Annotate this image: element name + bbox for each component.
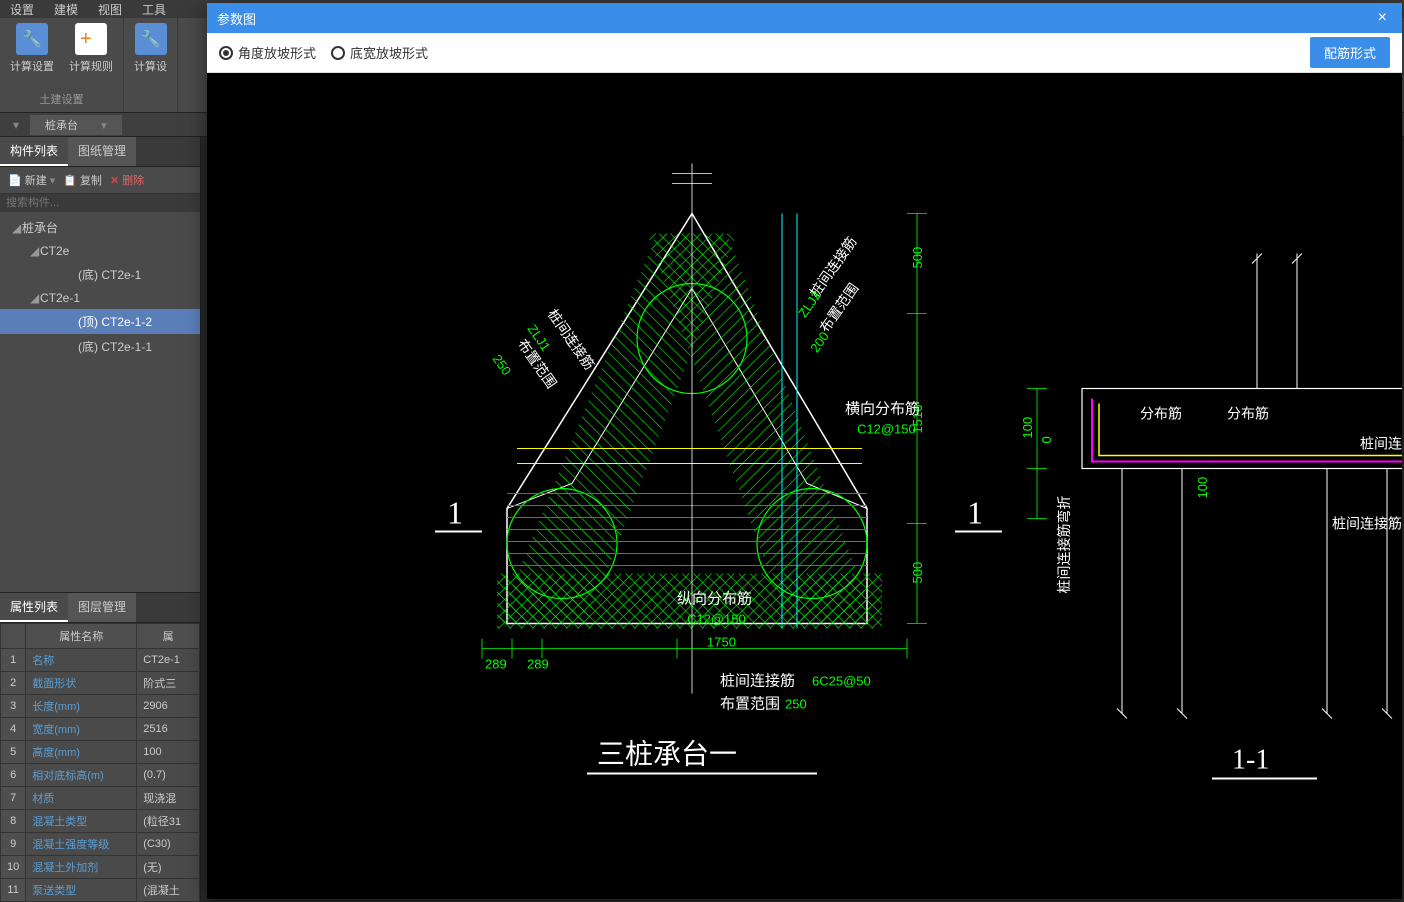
menu-settings[interactable]: 设置	[10, 1, 34, 18]
svg-text:分布筋: 分布筋	[1227, 406, 1269, 422]
property-tabs: 属性列表 图层管理	[0, 593, 200, 623]
tree-ct2e-1-1[interactable]: (底) CT2e-1-1	[0, 334, 200, 359]
prop-row[interactable]: 5高度(mm)100	[1, 741, 200, 764]
calc-settings-label: 计算设置	[10, 58, 54, 74]
svg-text:纵向分布筋: 纵向分布筋	[677, 591, 752, 608]
breadcrumb-dropdown[interactable]: 桩承台 ▾	[30, 115, 122, 135]
menu-modeling[interactable]: 建模	[54, 1, 78, 18]
svg-text:桩间连接筋: 桩间连接筋	[1332, 516, 1402, 532]
svg-text:500: 500	[910, 562, 925, 584]
tree-ct2e-1-2[interactable]: (顶) CT2e-1-2	[0, 309, 200, 334]
calc-settings-button[interactable]: 计算设置	[10, 23, 54, 74]
calc-settings2-label: 计算设	[134, 58, 167, 74]
calc-rule-button[interactable]: 计算规则	[69, 23, 113, 74]
dialog-titlebar[interactable]: 参数图 ×	[207, 3, 1402, 33]
menu-view[interactable]: 视图	[98, 1, 122, 18]
component-tabs: 构件列表 图纸管理	[0, 137, 200, 167]
svg-text:布置范围: 布置范围	[720, 696, 780, 713]
prop-row[interactable]: 8混凝土类型(粒径31	[1, 810, 200, 833]
calc-rule-icon	[75, 23, 107, 55]
tree-ct2e1[interactable]: ◢CT2e-1	[0, 287, 200, 309]
prop-row[interactable]: 10混凝土外加剂(无)	[1, 856, 200, 879]
svg-text:289: 289	[485, 657, 507, 672]
menu-tools[interactable]: 工具	[142, 1, 166, 18]
svg-text:1: 1	[447, 495, 463, 531]
calc-settings-icon	[16, 23, 48, 55]
tree-root[interactable]: ◢桩承台	[0, 215, 200, 240]
prop-col-value: 属	[137, 624, 200, 649]
delete-button[interactable]: 删除	[110, 172, 144, 188]
rebar-form-button[interactable]: 配筋形式	[1310, 37, 1390, 68]
prop-row[interactable]: 1名称CT2e-1	[1, 649, 200, 672]
prop-col-name: 属性名称	[26, 624, 137, 649]
parameter-diagram-dialog: 参数图 × 角度放坡形式 底宽放坡形式 配筋形式	[207, 3, 1402, 899]
dialog-close-button[interactable]: ×	[1373, 9, 1392, 27]
tab-component-list[interactable]: 构件列表	[0, 137, 68, 166]
svg-text:250: 250	[785, 697, 807, 712]
svg-text:分布筋: 分布筋	[1140, 406, 1182, 422]
svg-text:C12@150: C12@150	[857, 422, 916, 437]
component-tree: ◢桩承台 ◢CT2e (底) CT2e-1 ◢CT2e-1 (顶) CT2e-1…	[0, 212, 200, 592]
svg-text:桩间连接筋弯折: 桩间连接筋弯折	[1056, 496, 1072, 594]
property-table: 属性名称属 1名称CT2e-1 2截面形状阶式三 3长度(mm)2906 4宽度…	[0, 623, 200, 902]
tab-layer-mgmt[interactable]: 图层管理	[68, 593, 136, 622]
dialog-title-text: 参数图	[217, 9, 256, 28]
search-input[interactable]	[0, 194, 200, 212]
dialog-toolbar: 角度放坡形式 底宽放坡形式 配筋形式	[207, 33, 1402, 73]
calc-settings2-button[interactable]: 计算设	[134, 23, 167, 74]
prop-row[interactable]: 6相对底标高(m)(0.7)	[1, 764, 200, 787]
svg-text:0: 0	[1039, 436, 1054, 443]
svg-text:1-1: 1-1	[1232, 745, 1269, 776]
svg-text:100: 100	[1195, 477, 1210, 499]
radio-bottom-slope[interactable]: 底宽放坡形式	[331, 43, 428, 62]
ribbon-group-label: 土建设置	[40, 88, 84, 107]
copy-button[interactable]: 复制	[63, 172, 102, 188]
component-toolbar: 新建 ▾ 复制 删除	[0, 167, 200, 194]
tab-property-list[interactable]: 属性列表	[0, 593, 68, 622]
svg-text:三桩承台一: 三桩承台一	[597, 739, 737, 771]
svg-text:桩间连接筋: 桩间连接筋	[720, 673, 795, 690]
svg-text:500: 500	[910, 247, 925, 269]
cad-canvas[interactable]: 1 1 500 1516 500	[207, 73, 1402, 899]
radio-checked-icon	[219, 46, 233, 60]
svg-text:1: 1	[967, 495, 983, 531]
svg-text:横向分布筋: 横向分布筋	[845, 401, 920, 418]
calc-settings2-icon	[135, 23, 167, 55]
left-sidebar: 构件列表 图纸管理 新建 ▾ 复制 删除 ◢桩承台 ◢CT2e (底) CT2e…	[0, 137, 201, 902]
prop-row[interactable]: 2截面形状阶式三	[1, 672, 200, 695]
svg-text:289: 289	[527, 657, 549, 672]
calc-rule-label: 计算规则	[69, 58, 113, 74]
svg-text:250: 250	[490, 352, 515, 378]
tree-ct2e-1[interactable]: (底) CT2e-1	[0, 262, 200, 287]
radio-angle-slope[interactable]: 角度放坡形式	[219, 43, 316, 62]
prop-row[interactable]: 9混凝土强度等级(C30)	[1, 833, 200, 856]
prop-row[interactable]: 3长度(mm)2906	[1, 695, 200, 718]
svg-text:100: 100	[1020, 417, 1035, 439]
svg-text:桩间连接筋: 桩间连接筋	[545, 306, 598, 373]
prop-row[interactable]: 4宽度(mm)2516	[1, 718, 200, 741]
prop-row[interactable]: 7材质现浇混	[1, 787, 200, 810]
tab-drawing-mgmt[interactable]: 图纸管理	[68, 137, 136, 166]
new-button[interactable]: 新建 ▾	[8, 172, 55, 188]
svg-text:桩间连接筋: 桩间连接筋	[1360, 436, 1402, 452]
radio-unchecked-icon	[331, 46, 345, 60]
tree-ct2e[interactable]: ◢CT2e	[0, 240, 200, 262]
svg-text:1750: 1750	[707, 635, 736, 650]
svg-text:C12@150: C12@150	[687, 612, 746, 627]
prop-row[interactable]: 11泵送类型(混凝土	[1, 879, 200, 902]
svg-text:6C25@50: 6C25@50	[812, 674, 871, 689]
